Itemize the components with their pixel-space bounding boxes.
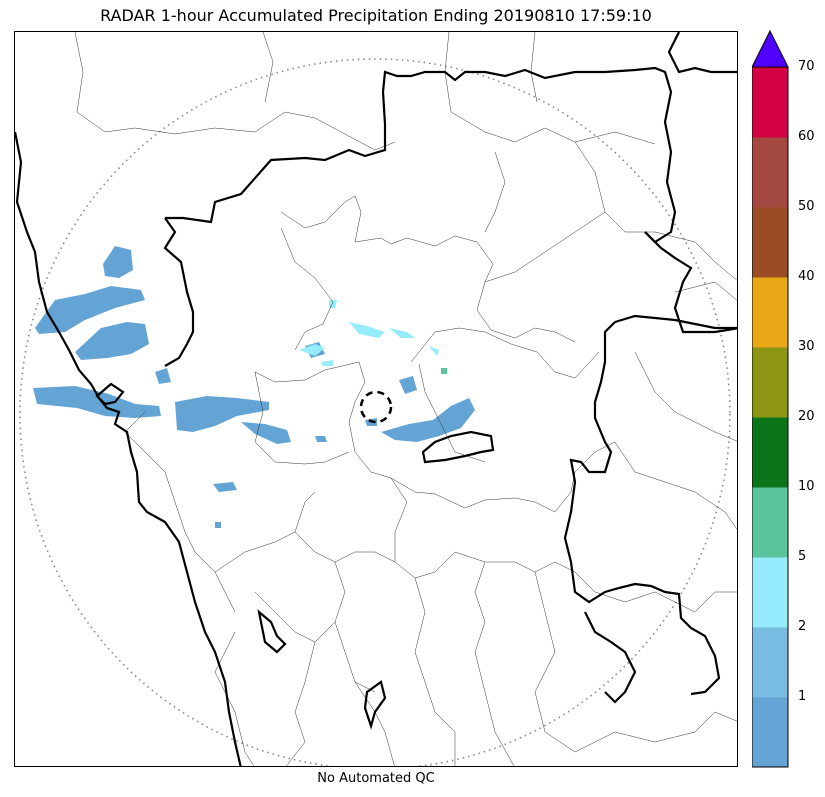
colorbar	[752, 30, 789, 768]
colorbar-tick-label: 5	[798, 549, 807, 564]
colorbar-tick-label: 30	[798, 339, 815, 354]
light-echoes	[299, 300, 439, 366]
colorbar-outline	[752, 66, 789, 768]
radar-site-marker	[359, 390, 393, 424]
colorbar-tick-label: 50	[798, 199, 815, 214]
colorbar-segment	[752, 557, 788, 628]
state-boundaries	[15, 32, 737, 766]
colorbar-segment	[752, 627, 788, 698]
colorbar-segment	[752, 697, 788, 768]
colorbar-segment	[752, 277, 788, 348]
colorbar-tick-label: 70	[798, 59, 815, 74]
map-title: RADAR 1-hour Accumulated Precipitation E…	[100, 6, 652, 25]
colorbar-segment	[752, 207, 788, 278]
colorbar-segment	[752, 137, 788, 208]
colorbar-segments	[752, 67, 788, 768]
qc-footnote: No Automated QC	[317, 771, 435, 786]
district-boundaries	[74, 32, 737, 766]
colorbar-tick-label: 2	[798, 619, 807, 634]
precipitation-echoes	[33, 246, 475, 528]
range-ring	[19, 58, 731, 766]
colorbar-tick-label: 10	[798, 479, 815, 494]
colorbar-extend-triangle	[752, 30, 789, 68]
colorbar-segment	[752, 487, 788, 558]
colorbar-segment	[752, 417, 788, 488]
colorbar-tick-label: 60	[798, 129, 815, 144]
colorbar-tick-label: 1	[798, 689, 807, 704]
colorbar-segment	[752, 347, 788, 418]
colorbar-segment	[752, 67, 788, 138]
colorbar-tick-label: 40	[798, 269, 815, 284]
moderate-echoes	[441, 368, 447, 374]
colorbar-tick-label: 20	[798, 409, 815, 424]
map-canvas	[15, 32, 737, 766]
radar-map[interactable]	[14, 31, 738, 767]
